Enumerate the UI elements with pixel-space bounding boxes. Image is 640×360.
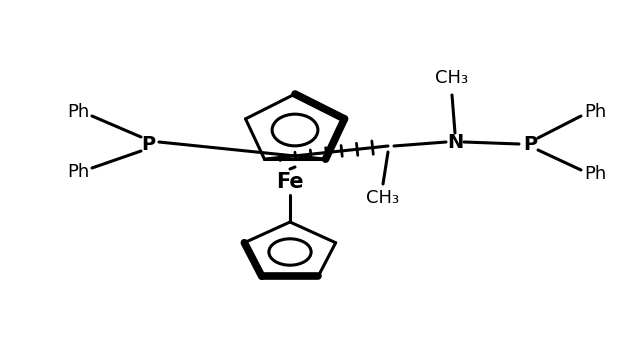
Text: P: P [141, 135, 155, 153]
Text: Fe: Fe [276, 172, 304, 192]
Text: CH₃: CH₃ [367, 189, 399, 207]
Text: Ph: Ph [67, 103, 89, 121]
Text: Ph: Ph [584, 103, 606, 121]
Text: P: P [523, 135, 537, 153]
Text: N: N [447, 132, 463, 152]
Text: CH₃: CH₃ [435, 69, 468, 87]
Text: Ph: Ph [67, 163, 89, 181]
Text: Ph: Ph [584, 165, 606, 183]
